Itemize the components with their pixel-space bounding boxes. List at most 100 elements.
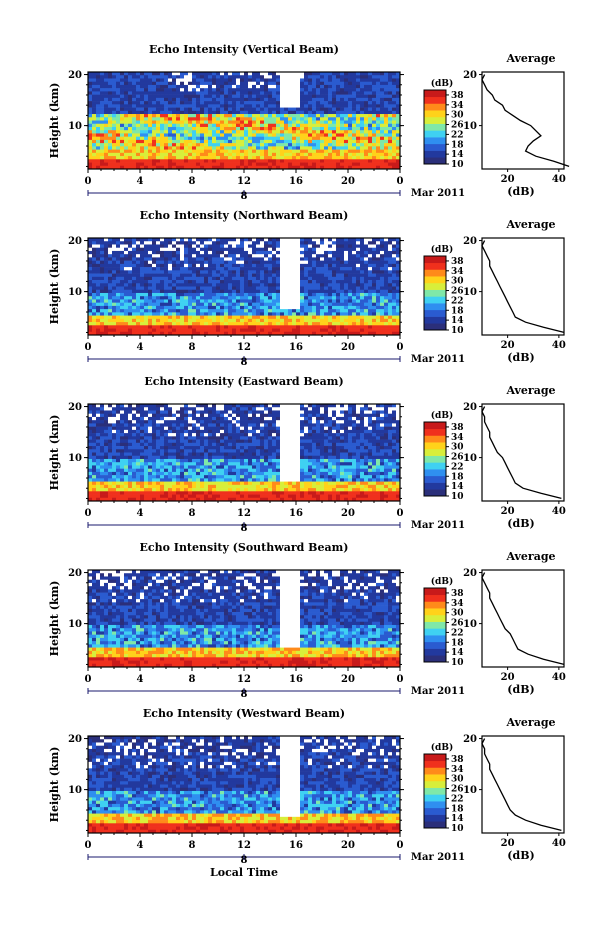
heatmap-cell xyxy=(120,305,125,310)
heatmap-cell xyxy=(320,91,325,95)
heatmap-cell xyxy=(232,276,237,281)
heatmap-cell xyxy=(124,110,129,115)
heatmap-cell xyxy=(180,315,185,320)
heatmap-cell xyxy=(364,159,369,163)
heatmap-cell xyxy=(244,267,249,271)
heatmap-cell xyxy=(136,283,141,287)
heatmap-cell xyxy=(392,241,397,245)
heatmap-cell xyxy=(244,136,249,141)
heatmap-cell xyxy=(116,114,121,118)
heatmap-cell xyxy=(312,247,317,252)
heatmap-cell xyxy=(104,292,109,297)
heatmap-cell xyxy=(128,117,133,121)
heatmap-cell xyxy=(128,263,133,268)
heatmap-cell xyxy=(188,156,193,160)
heatmap-cell xyxy=(312,159,317,163)
heatmap-cell xyxy=(380,149,385,154)
heatmap-cell xyxy=(124,315,129,320)
heatmap-cell xyxy=(396,117,401,121)
heatmap-cell xyxy=(132,120,137,125)
heatmap-cell xyxy=(88,280,93,284)
heatmap-cell xyxy=(208,241,213,245)
heatmap-cell xyxy=(288,244,293,248)
heatmap-cell xyxy=(192,325,197,329)
heatmap-cell xyxy=(320,280,325,284)
heatmap-cell xyxy=(308,292,313,297)
heatmap-cell xyxy=(124,91,129,95)
heatmap-cell xyxy=(336,312,341,316)
heatmap-cell xyxy=(220,78,225,82)
heatmap-cell xyxy=(308,325,313,329)
heatmap-cell xyxy=(252,114,257,118)
heatmap-cell xyxy=(340,81,345,86)
heatmap-cell xyxy=(160,101,165,105)
heatmap-cell xyxy=(396,110,401,115)
heatmap-cell xyxy=(284,270,289,274)
heatmap-cell xyxy=(316,331,321,336)
heatmap-cell xyxy=(376,136,381,141)
heatmap-cell xyxy=(332,250,337,255)
heatmap-cell xyxy=(92,407,97,411)
heatmap-cell xyxy=(304,276,309,281)
heatmap-cell xyxy=(284,104,289,108)
average-y-tick-label: 20 xyxy=(463,236,477,247)
heatmap-cell xyxy=(348,289,353,294)
heatmap-cell xyxy=(236,139,241,144)
heatmap-cell xyxy=(396,81,401,86)
heatmap-cell xyxy=(112,318,117,323)
heatmap-cell xyxy=(184,254,189,258)
heatmap-cell xyxy=(300,270,305,274)
heatmap-cell xyxy=(96,318,101,323)
heatmap-cell xyxy=(112,81,117,86)
heatmap-cell xyxy=(204,114,209,118)
heatmap-cell xyxy=(324,123,329,128)
heatmap-cell xyxy=(240,104,245,108)
heatmap-cell xyxy=(384,312,389,316)
heatmap-cell xyxy=(296,97,301,102)
heatmap-cell xyxy=(104,260,109,265)
heatmap-cell xyxy=(304,280,309,284)
heatmap-cell xyxy=(184,101,189,105)
heatmap-cell xyxy=(260,254,265,258)
heatmap-cell xyxy=(284,165,289,170)
heatmap-cell xyxy=(252,260,257,265)
heatmap-cell xyxy=(100,286,105,291)
heatmap-cell xyxy=(208,263,213,268)
heatmap-cell xyxy=(148,123,153,128)
heatmap-cell xyxy=(244,312,249,316)
heatmap-cell xyxy=(320,117,325,121)
heatmap-cell xyxy=(284,107,289,112)
heatmap-cell xyxy=(252,75,257,79)
heatmap-cell xyxy=(148,91,153,95)
heatmap-cell xyxy=(148,146,153,150)
heatmap-cell xyxy=(232,97,237,102)
heatmap-cell xyxy=(348,254,353,258)
heatmap-cell xyxy=(292,97,297,102)
heatmap-cell xyxy=(232,133,237,137)
heatmap-cell xyxy=(372,250,377,255)
heatmap-cell xyxy=(140,302,145,307)
heatmap-cell xyxy=(128,257,133,261)
heatmap-cell xyxy=(88,247,93,252)
heatmap-cell xyxy=(160,156,165,160)
heatmap-cell xyxy=(272,328,277,333)
heatmap-cell xyxy=(120,84,125,89)
heatmap-cell xyxy=(380,97,385,102)
heatmap-cell xyxy=(220,72,225,76)
heatmap-cell xyxy=(396,331,401,336)
heatmap-cell xyxy=(372,146,377,150)
heatmap-cell xyxy=(156,331,161,336)
heatmap-cell xyxy=(300,81,305,86)
heatmap-cell xyxy=(344,104,349,108)
heatmap-cell xyxy=(112,123,117,128)
average-frame xyxy=(481,237,565,336)
heatmap-cell xyxy=(356,263,361,268)
heatmap-cell xyxy=(368,104,373,108)
heatmap-cell xyxy=(336,267,341,271)
heatmap-cell xyxy=(200,72,205,76)
heatmap-cell xyxy=(140,331,145,336)
heatmap-cell xyxy=(352,286,357,291)
heatmap-cell xyxy=(112,328,117,333)
heatmap-cell xyxy=(360,315,365,320)
heatmap-cell xyxy=(308,72,313,76)
